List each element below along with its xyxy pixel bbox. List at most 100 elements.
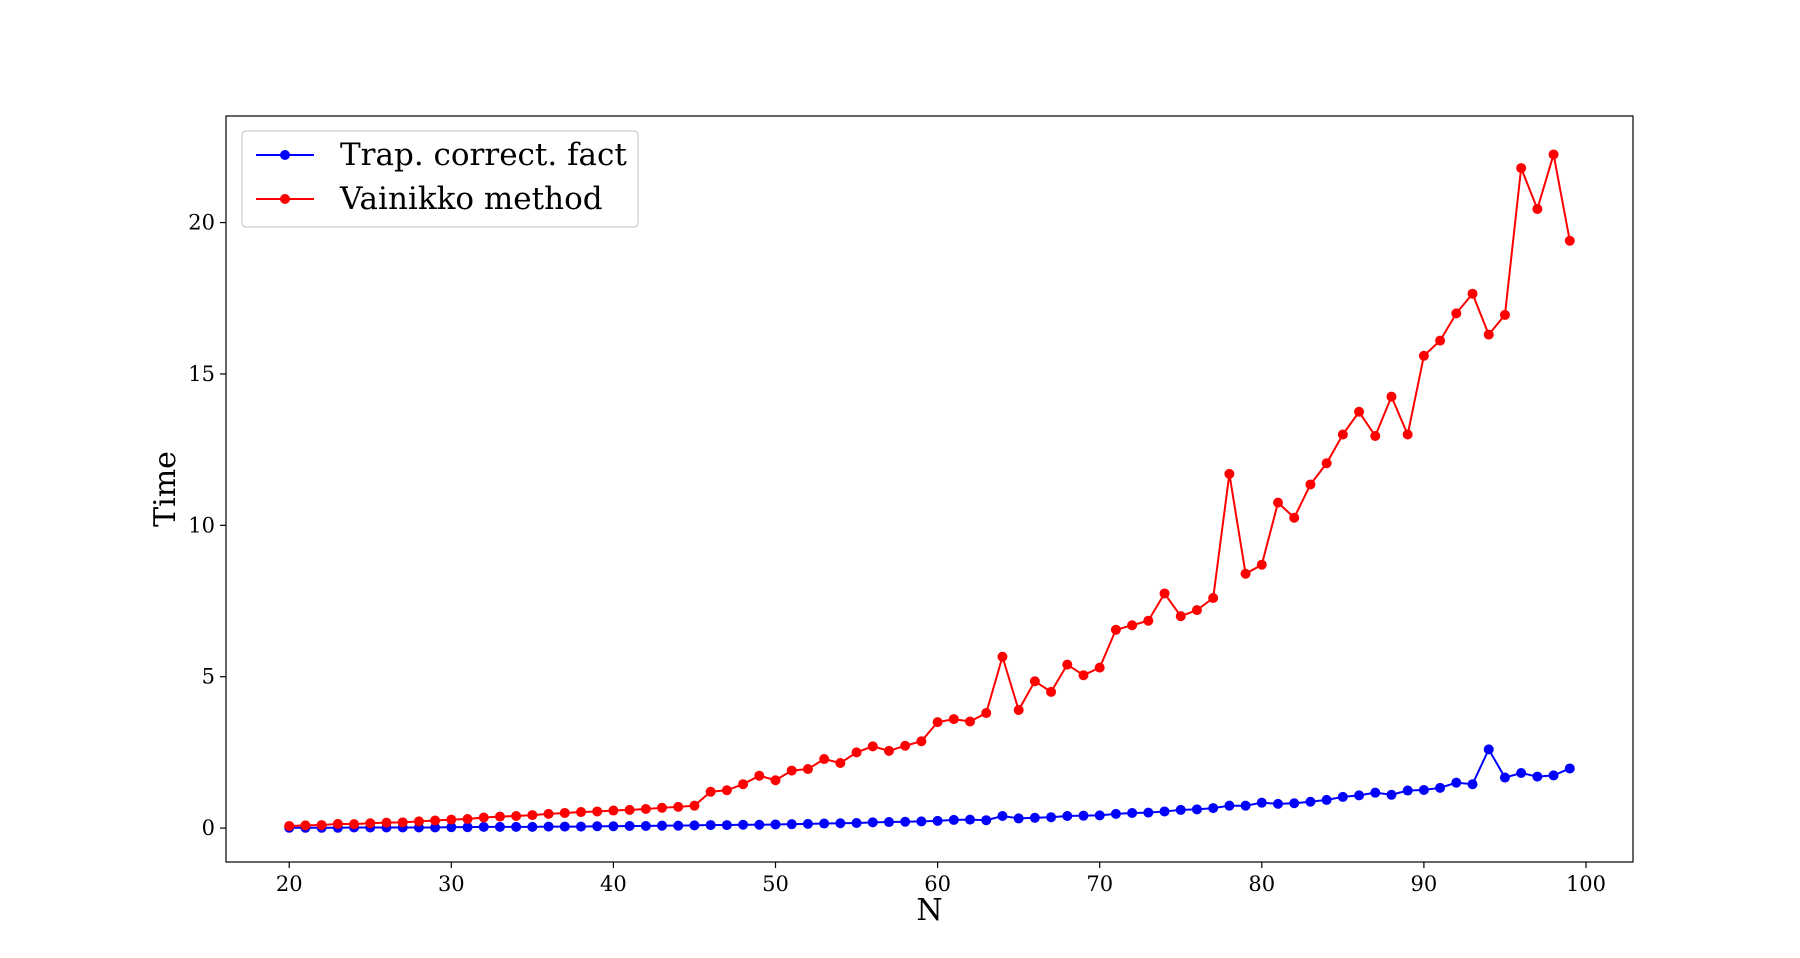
data-point-vainikko-method [689, 800, 700, 811]
data-point-vainikko-method [900, 740, 911, 751]
data-point-vainikko-method [867, 741, 878, 752]
data-point-vainikko-method [1370, 431, 1381, 442]
data-point-vainikko-method [1127, 620, 1138, 631]
data-point-trap-correct-fact [1435, 782, 1446, 793]
data-point-vainikko-method [316, 820, 327, 831]
data-point-vainikko-method [835, 757, 846, 768]
data-point-trap-correct-fact [592, 821, 603, 832]
data-point-trap-correct-fact [1499, 772, 1510, 783]
data-point-trap-correct-fact [494, 821, 505, 832]
data-point-vainikko-method [1175, 611, 1186, 622]
data-point-vainikko-method [1451, 308, 1462, 319]
data-point-vainikko-method [851, 747, 862, 758]
data-point-trap-correct-fact [1354, 790, 1365, 801]
data-point-trap-correct-fact [1159, 806, 1170, 817]
data-point-vainikko-method [1191, 605, 1202, 616]
data-point-vainikko-method [413, 816, 424, 827]
data-point-trap-correct-fact [511, 821, 522, 832]
data-point-vainikko-method [1289, 512, 1300, 523]
data-point-vainikko-method [721, 785, 732, 796]
x-tick-label: 80 [1248, 872, 1275, 896]
y-tick-label: 15 [188, 362, 215, 386]
data-point-vainikko-method [1386, 391, 1397, 402]
data-point-vainikko-method [1499, 309, 1510, 320]
data-point-vainikko-method [1516, 163, 1527, 174]
data-point-trap-correct-fact [705, 820, 716, 831]
data-point-trap-correct-fact [721, 820, 732, 831]
x-tick-label: 90 [1411, 872, 1438, 896]
data-point-vainikko-method [300, 820, 311, 831]
y-tick-label: 20 [188, 211, 215, 235]
data-point-vainikko-method [1483, 329, 1494, 340]
y-tick-label: 0 [202, 816, 215, 840]
data-point-vainikko-method [1094, 662, 1105, 673]
data-point-vainikko-method [1240, 568, 1251, 579]
data-point-trap-correct-fact [1321, 794, 1332, 805]
legend-marker-vainikko-method [280, 194, 290, 204]
data-point-trap-correct-fact [916, 816, 927, 827]
data-point-trap-correct-fact [997, 810, 1008, 821]
data-point-trap-correct-fact [1110, 808, 1121, 819]
data-point-trap-correct-fact [640, 820, 651, 831]
legend-label-vainikko-method: Vainikko method [339, 181, 603, 217]
data-point-vainikko-method [1532, 203, 1543, 214]
data-point-trap-correct-fact [786, 819, 797, 830]
data-point-vainikko-method [1305, 479, 1316, 490]
data-point-trap-correct-fact [1564, 763, 1575, 774]
data-point-vainikko-method [430, 815, 441, 826]
data-point-trap-correct-fact [1224, 800, 1235, 811]
data-point-trap-correct-fact [430, 822, 441, 833]
data-point-trap-correct-fact [932, 815, 943, 826]
data-point-vainikko-method [948, 714, 959, 725]
data-point-vainikko-method [673, 801, 684, 812]
data-point-trap-correct-fact [770, 819, 781, 830]
data-point-vainikko-method [397, 817, 408, 828]
data-point-vainikko-method [284, 820, 295, 831]
data-point-trap-correct-fact [1516, 767, 1527, 778]
data-point-trap-correct-fact [1305, 796, 1316, 807]
legend-label-trap-correct-fact: Trap. correct. fact [340, 137, 627, 173]
data-point-vainikko-method [543, 808, 554, 819]
data-point-vainikko-method [1208, 592, 1219, 603]
data-point-trap-correct-fact [1094, 810, 1105, 821]
data-point-trap-correct-fact [1046, 812, 1057, 823]
data-point-trap-correct-fact [1337, 791, 1348, 802]
data-point-trap-correct-fact [1143, 807, 1154, 818]
x-tick-label: 40 [600, 872, 627, 896]
x-tick-label: 70 [1086, 872, 1113, 896]
data-point-vainikko-method [802, 764, 813, 775]
data-point-trap-correct-fact [851, 817, 862, 828]
data-point-trap-correct-fact [608, 821, 619, 832]
data-point-vainikko-method [916, 736, 927, 747]
data-point-trap-correct-fact [1386, 789, 1397, 800]
data-point-trap-correct-fact [462, 822, 473, 833]
data-point-trap-correct-fact [1548, 770, 1559, 781]
data-point-trap-correct-fact [1418, 784, 1429, 795]
x-tick-label: 60 [924, 872, 951, 896]
data-point-trap-correct-fact [527, 821, 538, 832]
data-point-vainikko-method [1337, 429, 1348, 440]
data-point-vainikko-method [494, 811, 505, 822]
data-point-vainikko-method [819, 754, 830, 765]
data-point-vainikko-method [608, 805, 619, 816]
data-point-trap-correct-fact [1208, 803, 1219, 814]
data-point-vainikko-method [332, 818, 343, 829]
data-point-trap-correct-fact [689, 820, 700, 831]
axes-frame [225, 115, 1634, 863]
data-point-vainikko-method [1078, 670, 1089, 681]
data-point-trap-correct-fact [965, 814, 976, 825]
data-point-trap-correct-fact [738, 819, 749, 830]
data-point-vainikko-method [1046, 686, 1057, 697]
data-point-vainikko-method [1402, 429, 1413, 440]
data-point-trap-correct-fact [1370, 787, 1381, 798]
data-point-vainikko-method [1013, 705, 1024, 716]
data-point-trap-correct-fact [1273, 798, 1284, 809]
x-axis-title: N [916, 893, 942, 928]
x-tick-label: 20 [276, 872, 303, 896]
data-point-vainikko-method [1029, 676, 1040, 687]
data-point-trap-correct-fact [1256, 797, 1267, 808]
data-point-trap-correct-fact [1029, 812, 1040, 823]
data-point-trap-correct-fact [1013, 813, 1024, 824]
data-point-trap-correct-fact [948, 814, 959, 825]
